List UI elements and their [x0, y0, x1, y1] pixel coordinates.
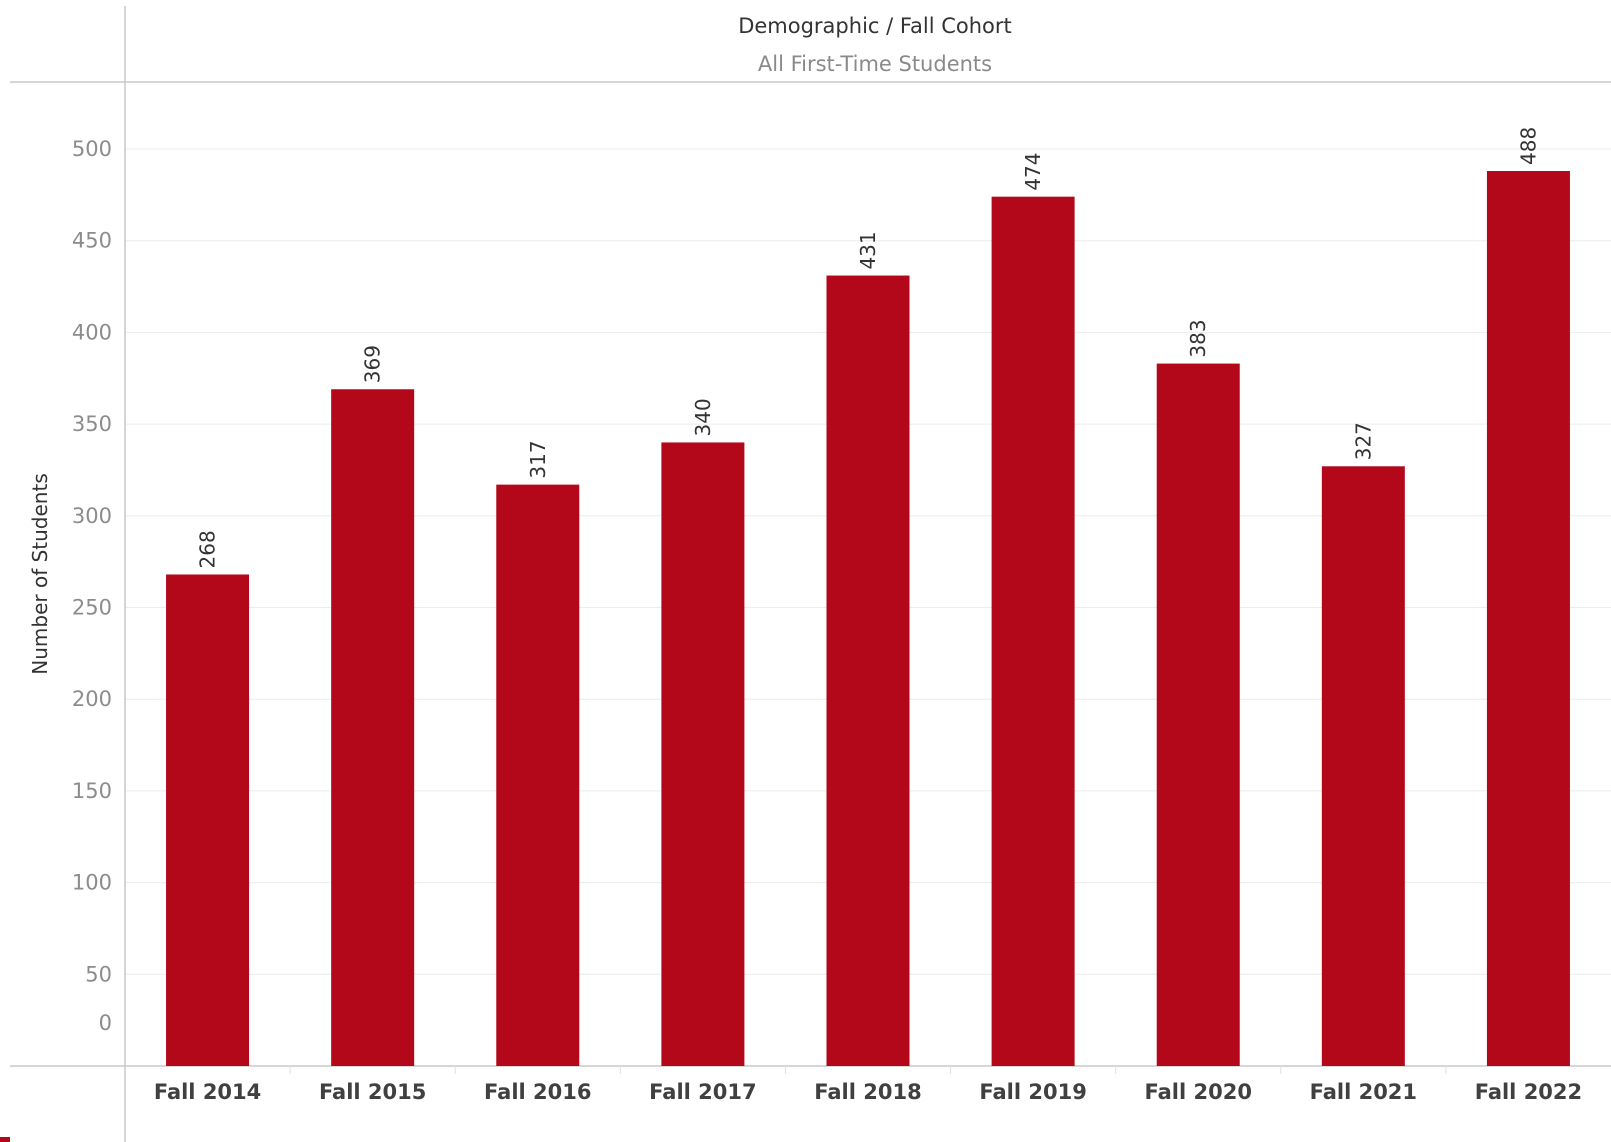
y-tick-label: 50 — [85, 962, 112, 986]
bar-value-label: 369 — [361, 345, 385, 383]
x-tick-label: Fall 2022 — [1475, 1080, 1582, 1104]
bar — [1321, 466, 1405, 1067]
bar — [166, 574, 250, 1066]
chart-title: Demographic / Fall Cohort — [738, 14, 1012, 38]
bar — [331, 389, 415, 1066]
bar-value-label: 431 — [856, 231, 880, 269]
bar — [1486, 171, 1570, 1066]
y-tick-label: 100 — [72, 871, 112, 895]
bar-value-label: 340 — [691, 398, 715, 436]
chart-subtitle: All First-Time Students — [758, 52, 992, 76]
bar — [661, 442, 745, 1066]
x-tick-label: Fall 2017 — [649, 1080, 756, 1104]
x-tick-label: Fall 2015 — [319, 1080, 426, 1104]
y-tick-label: 200 — [72, 687, 112, 711]
corner-marker — [0, 1137, 10, 1142]
bar — [496, 484, 580, 1066]
y-axis-ticks: 0 50 100 150 200 250 300 350 400 450 500 — [72, 137, 112, 1035]
y-tick-label: 0 — [99, 1011, 112, 1035]
x-tick-label: Fall 2019 — [979, 1080, 1086, 1104]
x-axis-ticks: Fall 2014 Fall 2015 Fall 2016 Fall 2017 Fall… — [154, 1066, 1582, 1104]
y-axis-title: Number of Students — [28, 473, 52, 674]
bar-value-label: 317 — [526, 440, 550, 478]
x-tick-label: Fall 2018 — [814, 1080, 921, 1104]
bar-value-label: 268 — [196, 530, 220, 568]
bar — [991, 196, 1075, 1066]
y-tick-label: 500 — [72, 137, 112, 161]
y-tick-label: 400 — [72, 320, 112, 344]
x-tick-label: Fall 2014 — [154, 1080, 261, 1104]
y-tick-label: 300 — [72, 504, 112, 528]
value-labels: 268 369 317 340 431 474 383 327 488 — [196, 127, 1541, 569]
bar-value-label: 383 — [1186, 319, 1210, 357]
bar — [826, 275, 910, 1066]
bar-value-label: 474 — [1021, 152, 1045, 190]
bar — [1156, 363, 1240, 1066]
x-tick-label: Fall 2020 — [1144, 1080, 1251, 1104]
y-tick-label: 350 — [72, 412, 112, 436]
bar-value-label: 327 — [1351, 422, 1375, 460]
y-tick-label: 150 — [72, 779, 112, 803]
x-tick-label: Fall 2021 — [1310, 1080, 1417, 1104]
bars — [166, 171, 1570, 1067]
y-tick-label: 450 — [72, 229, 112, 253]
y-tick-label: 250 — [72, 596, 112, 620]
x-tick-label: Fall 2016 — [484, 1080, 591, 1104]
bar-value-label: 488 — [1516, 127, 1540, 165]
